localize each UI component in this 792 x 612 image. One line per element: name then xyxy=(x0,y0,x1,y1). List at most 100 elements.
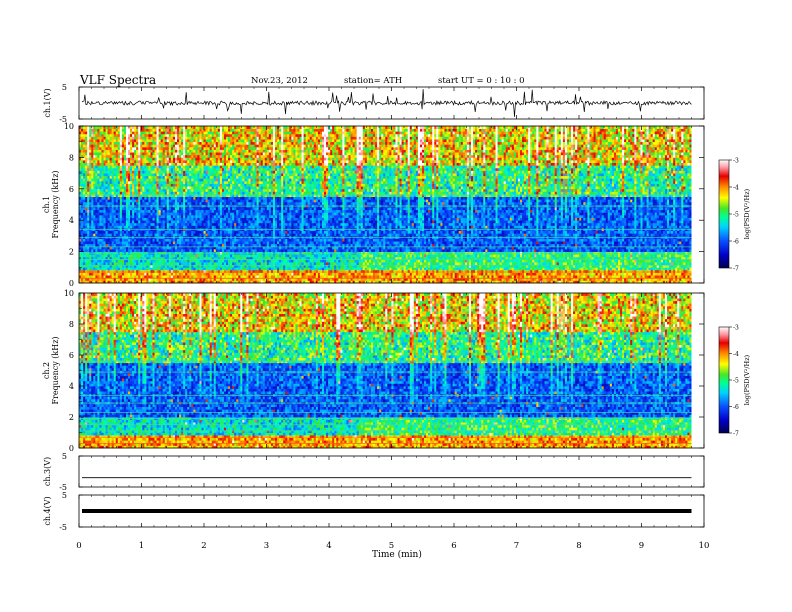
spectrogram-cell xyxy=(419,256,423,260)
waveform-axis-label: ch.1(V) xyxy=(43,88,52,117)
spectrogram-cell xyxy=(497,254,500,258)
spectrogram-cell xyxy=(340,254,343,258)
spectrogram-cell xyxy=(581,269,584,273)
spectrogram-cell xyxy=(664,256,668,260)
spectrogram-cell xyxy=(579,259,582,263)
spectrogram-cell xyxy=(270,248,274,252)
spectrogram-cell xyxy=(487,275,490,279)
spectrogram-cell xyxy=(315,243,319,247)
spectrogram-cell xyxy=(379,262,382,266)
spectrogram-cell xyxy=(146,272,149,276)
spectrogram-cell xyxy=(389,275,392,279)
spectrogram-cell xyxy=(275,272,278,276)
spectrogram-cell xyxy=(513,264,517,268)
spectrogram-cell xyxy=(191,269,194,273)
spectrogram-cell xyxy=(460,243,464,247)
spectrogram-cell xyxy=(481,262,484,266)
spectrogram-cell xyxy=(511,259,515,263)
spectrogram-cell xyxy=(426,256,429,260)
spectrogram-cell xyxy=(236,254,239,258)
spectrogram-cell xyxy=(150,259,153,263)
spectrogram-cell xyxy=(434,275,437,279)
spectrogram-cell xyxy=(597,254,600,258)
spectrogram-cell xyxy=(168,248,172,252)
spectrogram-cell xyxy=(528,254,531,258)
spectrogram-cell xyxy=(338,262,341,266)
spectrogram-cell xyxy=(491,256,494,260)
spectrogram-cell xyxy=(605,275,609,279)
spectrogram-cell xyxy=(350,246,353,250)
spectrogram-cell xyxy=(324,264,327,268)
spectrogram-cell xyxy=(440,241,443,245)
spectrogram-cell xyxy=(503,259,507,263)
spectrogram-cell xyxy=(468,272,472,276)
spectrogram-cell xyxy=(497,280,500,284)
spectrogram-cell xyxy=(240,246,243,250)
spectrogram-cell xyxy=(656,277,660,281)
spectrogram-cell xyxy=(401,269,404,273)
spectrogram-cell xyxy=(168,238,172,242)
spectrogram-cell xyxy=(489,264,492,268)
spectrogram-cell xyxy=(91,238,94,242)
spectrogram-cell xyxy=(373,280,376,284)
spectrogram-cell xyxy=(411,277,415,281)
spectrogram-cell xyxy=(281,259,284,263)
spectrogram-cell xyxy=(81,246,84,250)
spectrogram-cell xyxy=(630,241,633,245)
spectrogram-cell xyxy=(526,269,529,273)
spectrogram-cell xyxy=(495,267,498,271)
spectrogram-cell xyxy=(609,269,613,273)
spectrogram-cell xyxy=(313,277,317,281)
spectrogram-cell xyxy=(111,259,115,263)
spectrogram-cell xyxy=(411,243,415,247)
spectrogram-cell xyxy=(440,264,443,268)
spectrogram-cell xyxy=(128,277,131,281)
spectrogram-cell xyxy=(675,259,678,263)
spectrogram-cell xyxy=(232,238,235,242)
spectrogram-cell xyxy=(103,264,106,268)
spectrogram-cell xyxy=(571,275,574,279)
spectrogram-cell xyxy=(528,267,531,271)
spectrogram-cell xyxy=(513,248,517,252)
spectrogram-cell xyxy=(646,264,649,268)
spectrogram-cell xyxy=(344,269,347,273)
spectrogram-cell xyxy=(232,259,235,263)
spectrogram-cell xyxy=(291,262,294,266)
spectrogram-cell xyxy=(377,248,380,252)
spectrogram-cell xyxy=(664,243,668,247)
spectrogram-cell xyxy=(324,246,327,250)
spectrogram-cell xyxy=(356,264,360,268)
spectrogram-cell xyxy=(250,267,253,271)
spectrogram-cell xyxy=(152,256,155,260)
spectrogram-cell xyxy=(538,272,541,276)
spectrogram-cell xyxy=(679,256,682,260)
spectrogram-cell xyxy=(185,277,188,281)
spectrogram-cell xyxy=(275,269,278,273)
spectrogram-cell xyxy=(364,256,368,260)
spectrogram-cell xyxy=(515,262,519,266)
spectrogram-cell xyxy=(513,259,517,263)
spectrogram-cell xyxy=(585,272,588,276)
spectrogram-cell xyxy=(91,246,94,250)
spectrogram-cell xyxy=(136,259,139,263)
spectrogram-cell xyxy=(558,280,562,284)
spectrogram-cell xyxy=(264,254,268,258)
spectrogram-cell xyxy=(105,254,108,258)
spectrogram-cell xyxy=(130,256,133,260)
spectrogram-cell xyxy=(205,246,208,250)
spectrogram-cell xyxy=(634,246,637,250)
spectrogram-cell xyxy=(401,256,404,260)
spectrogram-cell xyxy=(197,277,200,281)
spectrogram-cell xyxy=(560,259,564,263)
spectrogram-cell xyxy=(538,243,541,247)
spectrogram-cell xyxy=(419,254,423,258)
spectrogram-cell xyxy=(89,277,92,281)
spectrogram-cell xyxy=(460,277,464,281)
spectrogram-cell xyxy=(689,259,692,263)
spectrogram-cell xyxy=(552,246,556,250)
spectrogram-cell xyxy=(174,259,178,263)
spectrogram-cell xyxy=(538,241,541,245)
spectrogram-cell xyxy=(168,275,172,279)
spectrogram-cell xyxy=(644,256,647,260)
spectrogram-cell xyxy=(448,256,451,260)
